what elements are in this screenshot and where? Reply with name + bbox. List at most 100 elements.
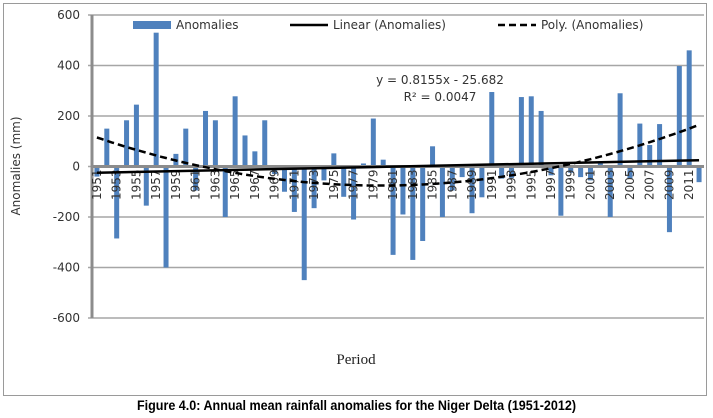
x-tick-label: 2001	[583, 170, 597, 201]
bar	[341, 166, 347, 197]
bar	[499, 166, 505, 179]
bar	[538, 110, 544, 167]
rainfall-anomalies-chart: 600 400 200 0 -200 -400 -600 1951 1953 1955 1957 1…	[9, 8, 704, 368]
bar	[578, 166, 584, 178]
x-tick-label: 1991	[485, 170, 499, 201]
bar	[479, 166, 485, 198]
x-tick-label: 1971	[287, 170, 301, 201]
y-tick-label: 400	[57, 59, 80, 73]
bar	[301, 166, 307, 281]
bar	[124, 120, 130, 167]
bar	[410, 166, 416, 260]
y-tick-label: -200	[53, 210, 80, 224]
x-tick-label: 1973	[307, 170, 321, 201]
y-tick-label: 200	[57, 109, 80, 123]
legend: Anomalies Linear (Anomalies) Poly. (Anom…	[133, 18, 643, 32]
bar	[311, 166, 317, 209]
y-tick-label: -400	[53, 261, 80, 275]
bar	[666, 166, 672, 233]
poly-trendline	[96, 123, 700, 187]
x-tick-label: 1953	[110, 170, 124, 201]
bar	[587, 166, 593, 181]
x-tick-label: 1963	[208, 170, 222, 201]
bar	[518, 97, 524, 167]
bar	[360, 163, 366, 167]
x-tick-label: 1999	[564, 170, 578, 201]
bar	[163, 166, 169, 268]
bar	[370, 118, 376, 167]
bars	[94, 32, 702, 281]
bar	[597, 161, 603, 167]
bar	[351, 166, 357, 220]
figure-caption: Figure 4.0: Annual mean rainfall anomali…	[136, 398, 577, 413]
bar	[607, 166, 613, 217]
bar	[509, 166, 515, 178]
legend-label-anomalies: Anomalies	[176, 18, 239, 32]
bar	[242, 135, 248, 167]
bar	[104, 128, 110, 167]
legend-label-linear: Linear (Anomalies)	[333, 18, 446, 32]
x-tick-label: 1951	[90, 170, 104, 201]
bar	[627, 166, 633, 179]
bar	[657, 124, 663, 167]
x-tick-label: 1985	[426, 170, 440, 201]
bar	[143, 166, 149, 206]
bar	[133, 104, 139, 167]
bar	[232, 96, 238, 167]
y-tick-label: -600	[53, 311, 80, 325]
bar	[321, 166, 327, 181]
x-tick-label: 2007	[643, 170, 657, 201]
bar	[469, 166, 475, 214]
x-tick-label: 1989	[465, 170, 479, 201]
bar	[548, 166, 554, 176]
x-axis-title: Period	[336, 352, 376, 368]
legend-label-poly: Poly. (Anomalies)	[541, 18, 643, 32]
x-tick-label: 1955	[129, 170, 143, 201]
x-tick-label: 1961	[189, 170, 203, 201]
bar	[183, 128, 189, 167]
bar	[617, 93, 623, 167]
bar	[212, 120, 218, 167]
bar	[558, 166, 564, 216]
bar	[153, 32, 159, 167]
x-tick-label: 1993	[505, 170, 519, 201]
x-tick-label: 2011	[682, 170, 696, 201]
bar	[449, 166, 455, 191]
y-tick-label: 0	[72, 160, 80, 174]
bar	[380, 159, 386, 167]
x-tick-label: 2009	[662, 170, 676, 201]
bar	[390, 166, 396, 255]
bar	[430, 146, 436, 167]
bar	[262, 120, 268, 167]
trend-r-squared: R² = 0.0047	[404, 90, 477, 104]
bar	[439, 166, 445, 217]
bar	[331, 153, 337, 167]
y-tick-label: 600	[57, 8, 80, 22]
bar	[696, 166, 702, 183]
trend-equation: y = 0.8155x - 25.682	[376, 73, 504, 87]
x-tick-label: 2003	[603, 170, 617, 201]
x-tick-label: 1997	[544, 170, 558, 201]
x-tick-label: 2005	[623, 170, 637, 201]
bar	[222, 166, 228, 217]
bar	[420, 166, 426, 241]
y-tick-labels: 600 400 200 0 -200 -400 -600	[53, 8, 80, 325]
gridlines	[88, 14, 704, 319]
bar	[647, 145, 653, 167]
legend-swatch-anomalies	[133, 21, 171, 29]
y-axis-title: Anomalies (mm)	[9, 116, 23, 215]
bar	[528, 96, 534, 167]
x-tick-label: 1995	[524, 170, 538, 201]
bar	[203, 110, 209, 167]
x-tick-label: 1957	[149, 170, 163, 201]
linear-trendline	[96, 158, 700, 175]
x-tick-label: 1965	[228, 170, 242, 201]
x-tick-label: 1977	[347, 170, 361, 201]
bar	[568, 166, 574, 173]
bar	[400, 166, 406, 215]
x-tick-label: 1987	[445, 170, 459, 201]
bar	[291, 166, 297, 212]
bar	[459, 166, 465, 178]
bar	[489, 92, 495, 167]
bar	[686, 50, 692, 167]
